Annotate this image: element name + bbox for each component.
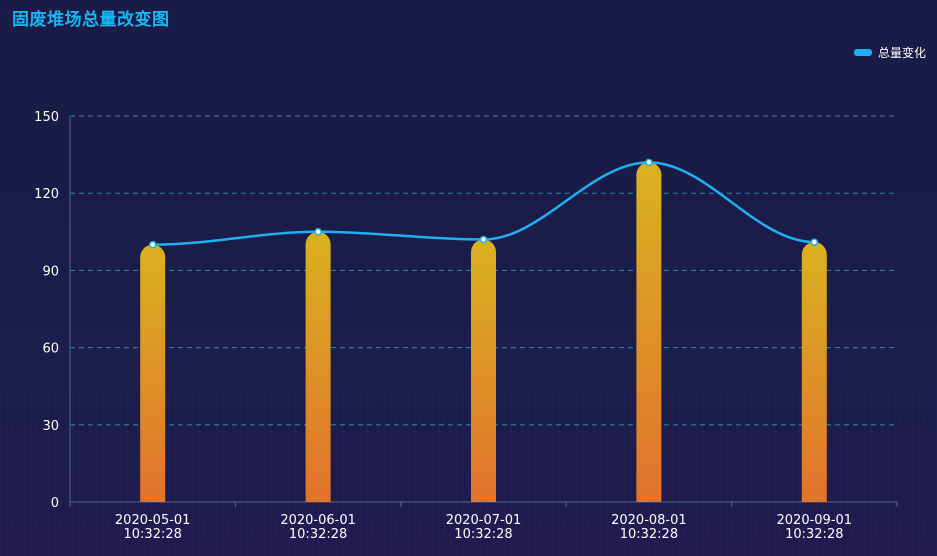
line-point-3[interactable]	[645, 158, 653, 167]
x-tick-label-date: 2020-07-01	[446, 513, 522, 528]
y-tick-label: 150	[34, 110, 59, 125]
grid-lines	[70, 115, 897, 426]
legend[interactable]: 总量变化	[853, 44, 926, 61]
y-tick-label: 0	[51, 496, 59, 511]
x-tick-label-date: 2020-09-01	[777, 513, 853, 528]
bar-2[interactable]	[471, 239, 496, 502]
bar-1[interactable]	[305, 231, 331, 503]
bar-0[interactable]	[140, 244, 166, 503]
y-tick-label: 90	[42, 264, 59, 279]
bar-series	[140, 162, 827, 503]
line-point-2[interactable]	[479, 235, 488, 244]
x-tick-label-time: 10:32:28	[785, 527, 843, 542]
bar-4[interactable]	[801, 242, 827, 502]
x-tick-label-date: 2020-08-01	[611, 513, 687, 528]
legend-line-icon	[853, 49, 872, 56]
y-tick-label: 120	[34, 187, 59, 202]
line-point-0[interactable]	[148, 240, 157, 249]
x-axis-ticks: 2020-05-0110:32:282020-06-0110:32:282020…	[115, 513, 852, 542]
x-tick-label-time: 10:32:28	[620, 527, 678, 542]
line-point-4[interactable]	[810, 238, 819, 246]
line-point-1[interactable]	[314, 228, 322, 236]
y-axis-ticks: 0 30 60 90 120 150	[34, 110, 59, 511]
x-tick-label-time: 10:32:28	[289, 527, 347, 542]
series-line-total-change	[151, 161, 816, 246]
x-tick-label-time: 10:32:28	[124, 527, 182, 542]
chart-title: 固废堆场总量改变图	[12, 10, 170, 30]
x-tick-label-date: 2020-05-01	[115, 513, 191, 528]
y-tick-label: 30	[42, 419, 59, 434]
line-series	[151, 161, 816, 246]
x-tick-label-time: 10:32:28	[454, 527, 512, 542]
bar-3[interactable]	[636, 162, 662, 502]
x-tick-label-date: 2020-06-01	[280, 513, 356, 528]
line-points	[148, 158, 819, 249]
legend-label: 总量变化	[877, 46, 926, 60]
y-tick-label: 60	[42, 342, 59, 357]
